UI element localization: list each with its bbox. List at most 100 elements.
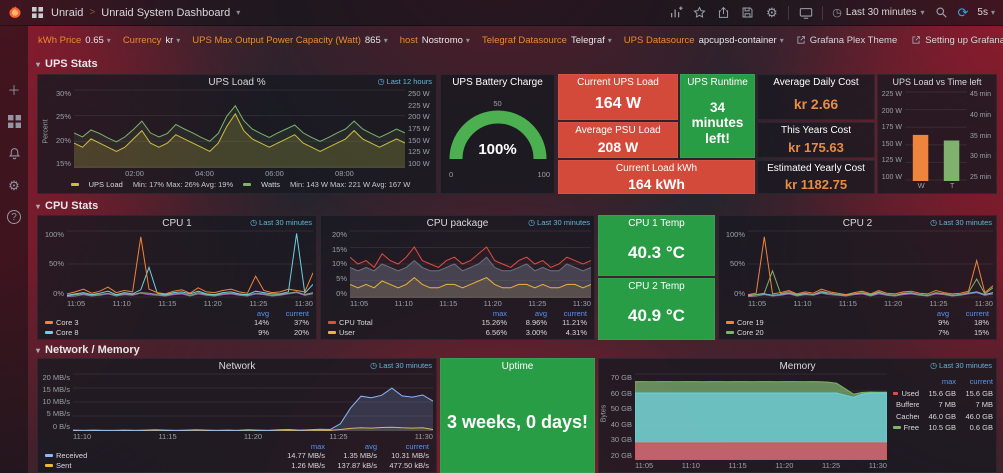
y-axis: 70 GB 60 GB 50 GB 40 GB 30 GB 20 GB (609, 373, 635, 470)
time-series-plot[interactable] (73, 373, 433, 431)
legend-series-name[interactable]: Watts (261, 180, 281, 189)
legend-col[interactable]: avg (256, 308, 269, 318)
legend-row: Core 8 9% 20% (45, 328, 309, 338)
add-panel-icon[interactable] (668, 5, 683, 20)
tick-label: 125 W (881, 157, 902, 165)
search-icon[interactable] (934, 5, 949, 20)
panel-title[interactable]: CPU 1 Temp (628, 218, 685, 229)
panel-title[interactable]: UPS Load % (208, 77, 266, 88)
panel-title[interactable]: CPU 2 (842, 218, 873, 229)
alerting-bell-icon[interactable] (7, 146, 22, 161)
clock-icon: ◷ (370, 361, 378, 370)
panel-title[interactable]: UPS Battery Charge (452, 77, 543, 88)
variable-value-dropdown[interactable]: 865 ▾ (364, 34, 388, 46)
save-icon[interactable] (740, 5, 755, 20)
tv-mode-icon[interactable] (798, 5, 813, 20)
gauge-arc (449, 110, 546, 160)
grafana-logo-icon[interactable] (0, 0, 30, 26)
clock-icon: ◷ (930, 361, 938, 370)
legend-col[interactable]: max (310, 441, 325, 451)
stat-value: kr 175.63 (788, 139, 844, 155)
panel-title[interactable]: Network (218, 361, 256, 372)
panel-title[interactable]: Current UPS Load (577, 77, 659, 88)
settings-icon[interactable]: ⚙ (765, 4, 778, 20)
panel-ups-runtime: UPS Runtime 34 minutes left! (680, 74, 755, 158)
variable-value-dropdown[interactable]: Nostromo ▾ (421, 34, 470, 46)
navbar-actions: ⚙ ◷ Last 30 minutes ▾ ⟳ 5s ▾ (668, 5, 995, 20)
legend-series-name[interactable]: UPS Load (88, 180, 123, 189)
link-ups-monitoring-guide[interactable]: Setting up Grafana and InfluxDB for UPS … (911, 35, 1003, 46)
panel-title[interactable]: CPU 1 (162, 218, 192, 229)
refresh-icon[interactable]: ⟳ (957, 5, 969, 20)
legend-col[interactable]: current (405, 441, 429, 451)
legend-col[interactable]: avg (534, 308, 547, 318)
variable-label: host (399, 34, 418, 46)
time-series-plot[interactable] (350, 230, 591, 298)
panel-cpu2: CPU 2 ◷ Last 30 minutes 100% 50% 0% 11:05 11… (718, 215, 997, 340)
stat-value: 40.9 °C (628, 306, 685, 325)
panel-title[interactable]: CPU 2 Temp (628, 281, 685, 292)
link-grafana-plex-theme[interactable]: Grafana Plex Theme (796, 35, 897, 46)
tick-label: 60 GB (610, 388, 632, 398)
time-series-plot[interactable] (67, 230, 313, 298)
variable-value-dropdown[interactable]: apcupsd-container ▾ (698, 34, 784, 46)
panel-title[interactable]: UPS Load vs Time left (892, 77, 982, 87)
panel-title[interactable]: Average Daily Cost (773, 77, 859, 88)
legend-col[interactable]: current (969, 377, 993, 387)
tick-label: 50% (729, 259, 745, 269)
star-icon[interactable] (692, 5, 707, 20)
dashboard-grid-icon (30, 5, 45, 20)
refresh-interval-picker[interactable]: 5s ▾ (977, 7, 995, 18)
panel-title[interactable]: Uptime (501, 361, 534, 372)
row-header-ups-stats[interactable]: ▾ UPS Stats (36, 58, 98, 70)
legend-col[interactable]: max (492, 308, 507, 318)
variable-kwh-price: kWh Price 0.65 ▾ (38, 35, 111, 46)
panel-title[interactable]: CPU package (426, 218, 489, 229)
legend-header: avg current (45, 309, 309, 319)
tick-label: 100% (44, 230, 64, 239)
breadcrumb-app[interactable]: Unraid (51, 6, 84, 19)
legend-col[interactable]: avg (364, 441, 377, 451)
dashboards-icon[interactable] (7, 114, 22, 129)
panel-title[interactable]: Current Load kWh (615, 163, 698, 174)
panel-title[interactable]: Memory (779, 361, 816, 372)
panel-title[interactable]: This Years Cost (780, 125, 852, 136)
legend-col[interactable]: max (941, 377, 956, 387)
tick-label: 15 MB/s (42, 385, 70, 395)
time-series-plot[interactable] (74, 89, 405, 168)
chevron-down-icon[interactable]: ▾ (236, 8, 241, 17)
dashboard-title[interactable]: Unraid System Dashboard (101, 6, 231, 19)
panel-cpu1: CPU 1 ◷ Last 30 minutes 100% 50% 0% 11:05 11… (37, 215, 317, 340)
variable-value-dropdown[interactable]: kr ▾ (165, 34, 181, 46)
chevron-down-icon: ▾ (607, 35, 612, 45)
gauge-value: 100% (478, 141, 517, 158)
variable-value-dropdown[interactable]: Telegraf ▾ (570, 34, 612, 46)
share-icon[interactable] (716, 5, 731, 20)
panel-current-ups-load: Current UPS Load 164 W (558, 74, 678, 120)
bar-plot[interactable] (905, 91, 967, 181)
time-series-plot[interactable] (748, 230, 993, 298)
tick-label: 0 B/s (52, 421, 70, 431)
variable-value-dropdown[interactable]: 0.65 ▾ (85, 34, 111, 46)
create-icon[interactable]: ＋ (7, 83, 21, 98)
time-range-picker[interactable]: ◷ Last 30 minutes ▾ (832, 6, 924, 19)
panel-this-years-cost: This Years Cost kr 175.63 (757, 122, 875, 158)
legend-swatch (328, 321, 336, 325)
row-header-cpu-stats[interactable]: ▾ CPU Stats (36, 200, 99, 212)
panel-title[interactable]: Average PSU Load (575, 125, 661, 136)
legend-col[interactable]: current (285, 308, 309, 318)
tick-label: 11:30 (868, 461, 887, 470)
tick-label: 5 MB/s (46, 409, 70, 419)
row-header-network-memory[interactable]: ▾ Network / Memory (36, 344, 140, 356)
panel-title[interactable]: UPS Runtime (687, 77, 748, 88)
tick-label: 11:15 (728, 461, 747, 470)
panel-title[interactable]: Estimated Yearly Cost (767, 163, 865, 174)
time-series-plot[interactable] (635, 373, 887, 460)
legend-col[interactable]: avg (936, 308, 949, 318)
chevron-down-icon: ▾ (779, 35, 784, 45)
legend-col[interactable]: current (563, 308, 587, 318)
gauge-tick-max: 100 (537, 170, 550, 179)
help-icon[interactable]: ? (7, 210, 21, 224)
legend-col[interactable]: current (965, 308, 989, 318)
configuration-gear-icon[interactable]: ⚙ (8, 177, 20, 193)
